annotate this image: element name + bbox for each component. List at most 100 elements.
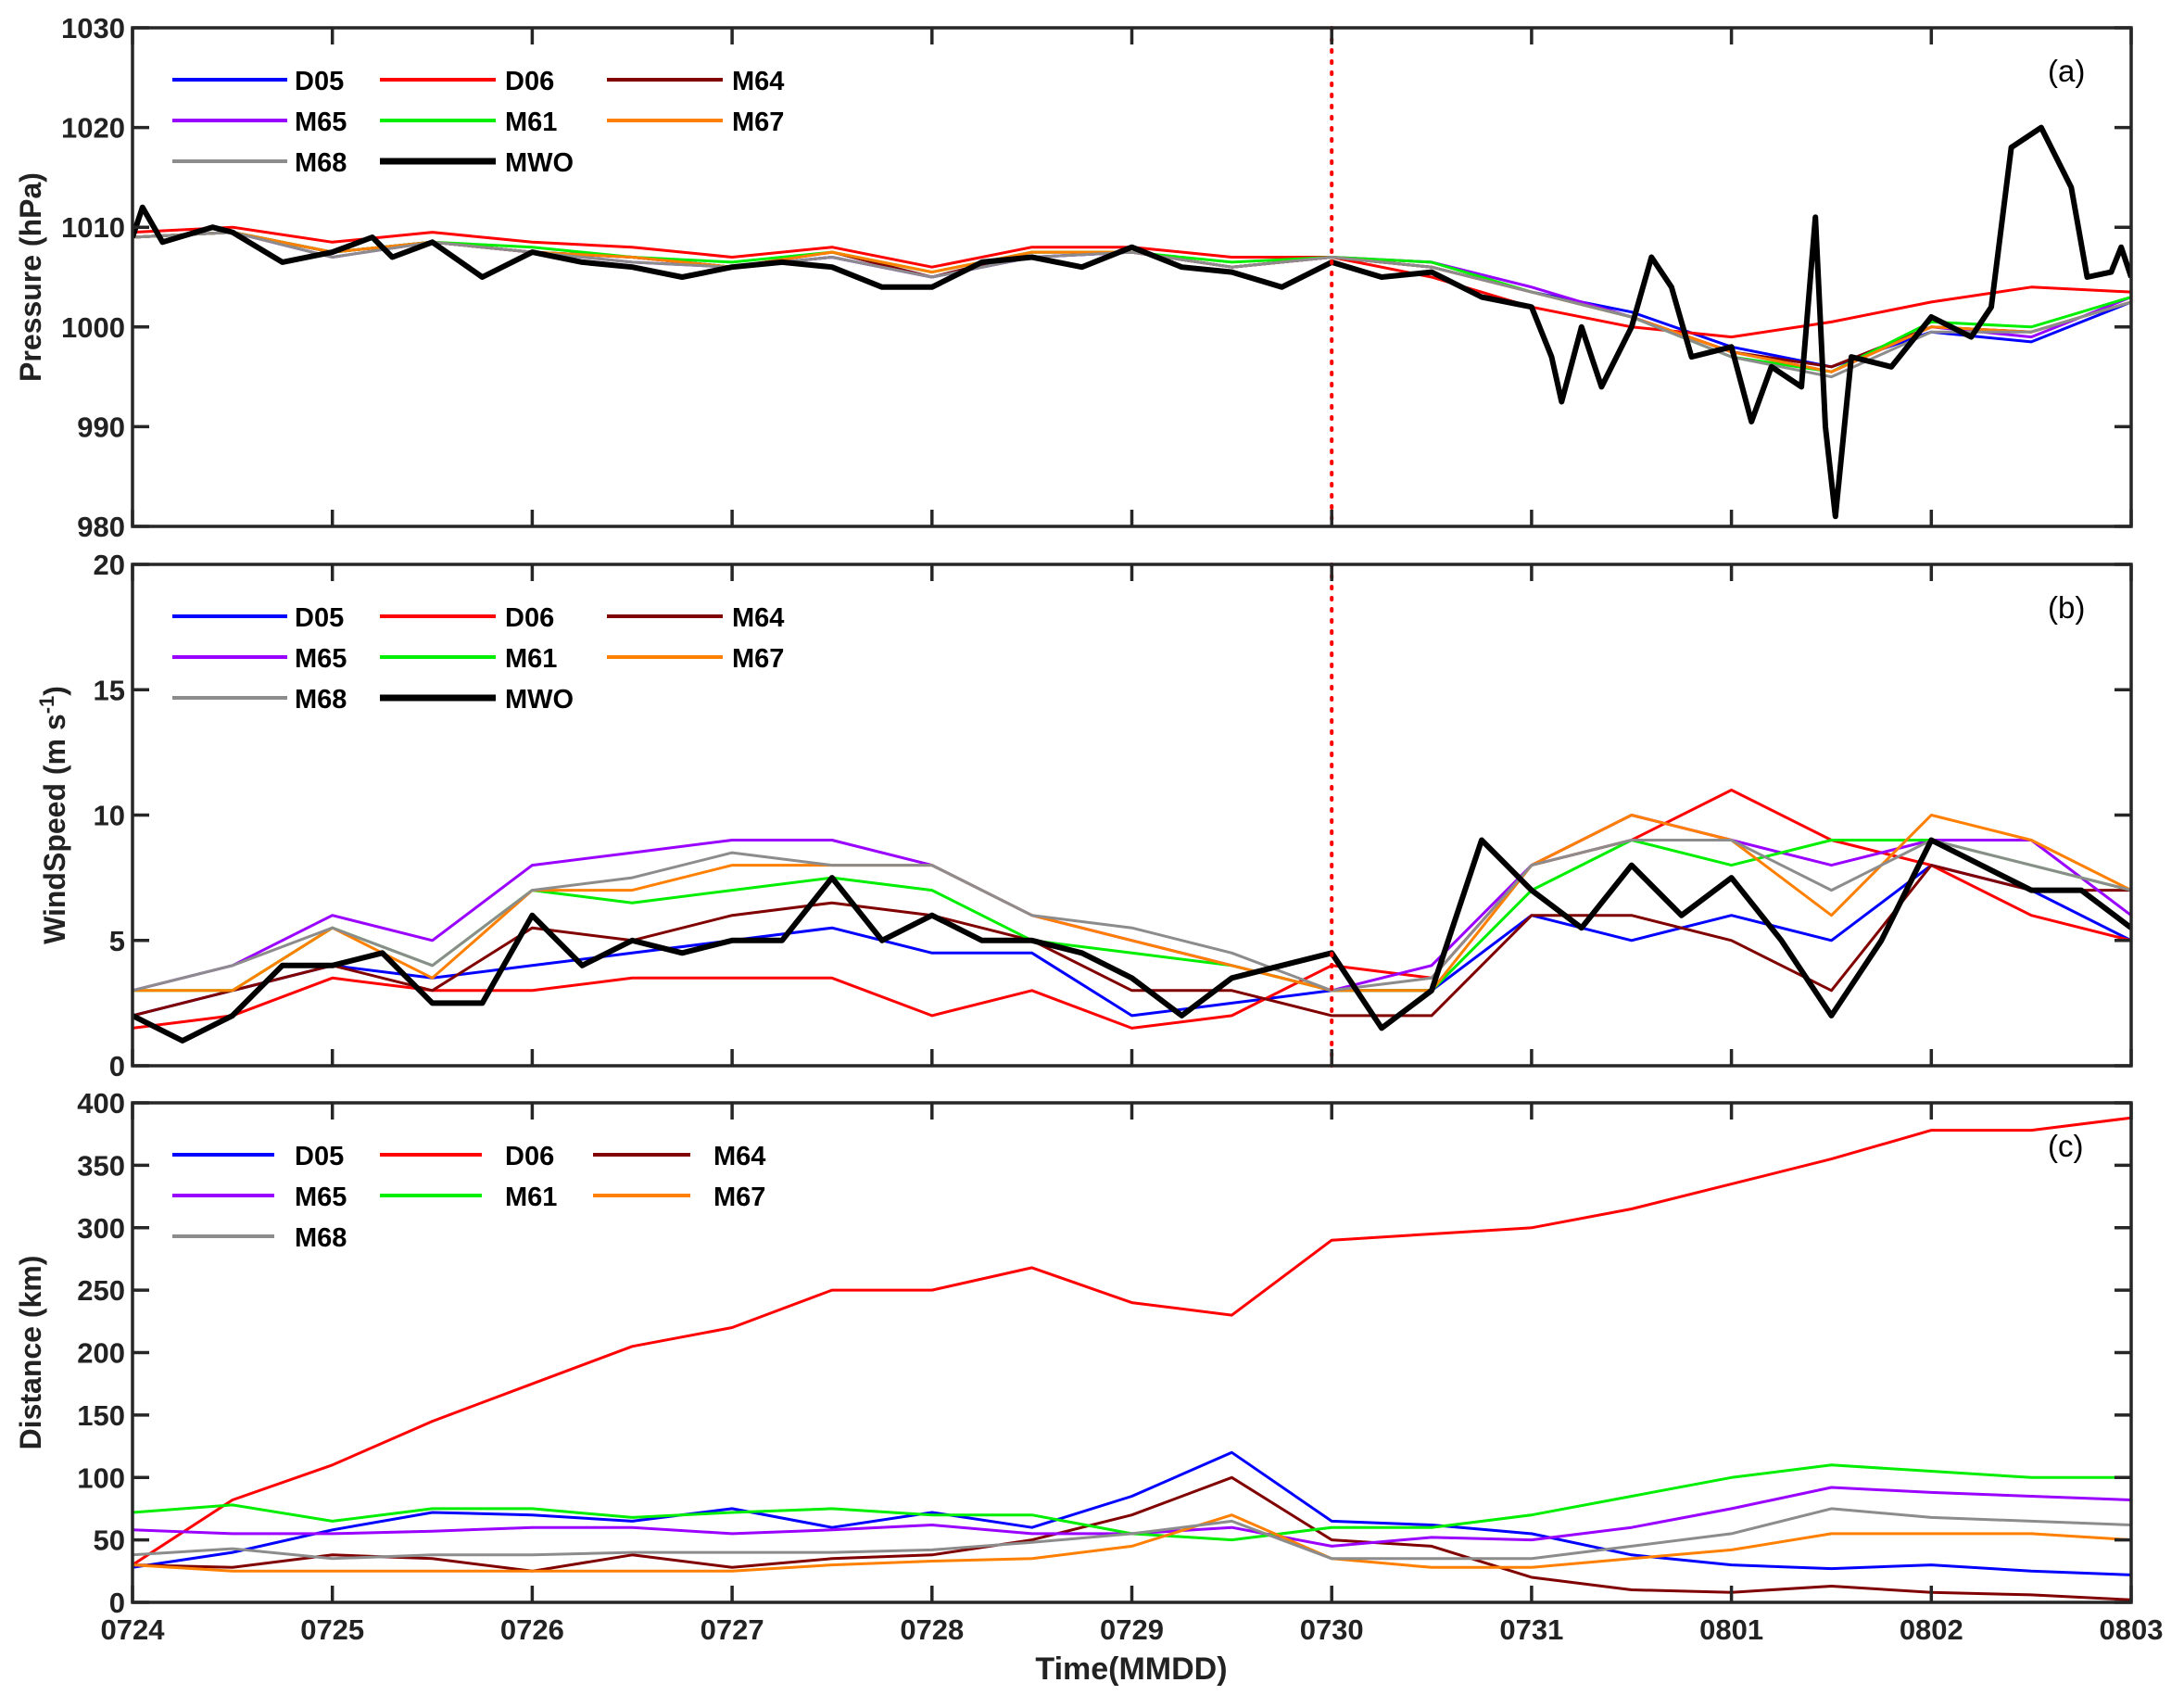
x-tick-label: 0727	[701, 1613, 764, 1646]
y-tick-label: 20	[94, 549, 125, 581]
y-tick-label: 0	[109, 1050, 125, 1082]
series-line-m61	[133, 1463, 2131, 1542]
x-tick-label: 0724	[101, 1613, 166, 1646]
y-tick-label: 980	[77, 511, 125, 543]
legend-item-d06: D06	[380, 67, 554, 96]
legend-item-d06: D06	[380, 1142, 554, 1171]
series-line-d05	[133, 1450, 2131, 1576]
series-line-m67	[133, 814, 2131, 993]
legend-item-mwo: MWO	[380, 148, 574, 178]
legend-label: M68	[295, 1223, 347, 1253]
x-tick-label: 0729	[1100, 1613, 1164, 1646]
x-tick-label: 0728	[900, 1613, 964, 1646]
y-tick-label: 1030	[61, 12, 125, 44]
legend-label: M67	[732, 108, 784, 137]
legend-item-mwo: MWO	[380, 685, 574, 715]
legend-label: MWO	[505, 685, 574, 715]
y-tick-label: 50	[94, 1525, 125, 1557]
y-tick-label: 200	[77, 1337, 125, 1370]
y-tick-label: 10	[94, 800, 125, 832]
legend-label: M61	[505, 108, 557, 137]
legend-item-m67: M67	[593, 1183, 765, 1212]
series-line-m68	[133, 231, 2131, 379]
panel-label: (a)	[2048, 54, 2085, 88]
y-tick-label: 250	[77, 1274, 125, 1307]
legend-item-m64: M64	[593, 1142, 765, 1171]
y-tick-label: 0	[109, 1587, 125, 1619]
legend-label: D05	[295, 1142, 344, 1171]
series-line-d06	[133, 789, 2131, 1030]
legend-label: D05	[295, 603, 344, 633]
legend-item-d05: D05	[172, 603, 344, 633]
axes-frame	[131, 26, 2133, 528]
y-tick-label: 15	[94, 674, 125, 706]
y-tick-label: 1000	[61, 311, 125, 344]
legend-item-d06: D06	[380, 603, 554, 633]
y-tick-label: 400	[77, 1087, 125, 1120]
legend-label: D05	[295, 67, 344, 96]
x-tick-label: 0802	[1900, 1613, 1963, 1646]
legend-label: D06	[505, 67, 554, 96]
panel-b: 0 5 10 15 20 WindSpeed (m s-1) (b) D05 D06 M64 M65…	[35, 549, 2133, 1082]
series-line-mwo	[133, 837, 2131, 1044]
legend-label: M61	[505, 1183, 557, 1212]
series-group	[133, 1116, 2131, 1601]
legend-label: M65	[295, 108, 347, 137]
x-tick-label: 0801	[1699, 1613, 1763, 1646]
legend: D05 D06 M64 M65 M61 M67 M68 MWO	[172, 603, 784, 715]
y-tick-label: 5	[109, 925, 125, 957]
series-line-d06	[133, 1116, 2131, 1566]
panel-label: (b)	[2048, 590, 2085, 625]
y-tick-label: 150	[77, 1399, 125, 1432]
legend-item-m68: M68	[172, 685, 347, 715]
series-line-d05	[133, 864, 2131, 1018]
series-group	[133, 789, 2131, 1044]
legend-label: M68	[295, 685, 347, 715]
legend-item-m64: M64	[607, 603, 784, 633]
y-axis-label: WindSpeed (m s-1)	[35, 686, 71, 944]
legend-item-d05: D05	[172, 67, 344, 96]
x-tick-label: 0731	[1499, 1613, 1563, 1646]
legend: D05 D06 M64 M65 M61 M67 M68 MWO	[172, 67, 784, 178]
series-group	[133, 124, 2131, 520]
series-line-m67	[133, 1513, 2131, 1573]
legend-label: M64	[713, 1142, 765, 1171]
x-tick-label: 0725	[300, 1613, 364, 1646]
x-tick-label: 0730	[1300, 1613, 1364, 1646]
legend-label: M61	[505, 644, 557, 674]
legend-item-m65: M65	[172, 1183, 347, 1212]
series-line-m64	[133, 1475, 2131, 1601]
y-tick-label: 100	[77, 1461, 125, 1494]
legend-label: M64	[732, 67, 784, 96]
legend-item-m67: M67	[607, 644, 784, 674]
y-axis-label: Distance (km)	[14, 1256, 47, 1450]
series-line-m68	[133, 1507, 2131, 1561]
x-axis-label: Time(MMDD)	[1035, 1651, 1227, 1687]
legend-label: M64	[732, 603, 784, 633]
y-tick-label: 350	[77, 1149, 125, 1182]
legend-label: M67	[732, 644, 784, 674]
legend-label: D06	[505, 603, 554, 633]
y-tick-label: 300	[77, 1212, 125, 1245]
legend-label: D06	[505, 1142, 554, 1171]
legend-item-m67: M67	[607, 108, 784, 137]
legend-item-m68: M68	[172, 148, 347, 178]
y-tick-label: 1010	[61, 211, 125, 244]
legend-item-m65: M65	[172, 108, 347, 137]
legend-item-m61: M61	[380, 1183, 557, 1212]
axes-frame	[131, 1101, 2133, 1604]
y-axis-label: Pressure (hPa)	[14, 172, 47, 382]
series-line-m68	[133, 839, 2131, 993]
legend: D05 D06 M64 M65 M61 M67 M68	[172, 1142, 765, 1253]
legend-item-m61: M61	[380, 644, 557, 674]
legend-item-d05: D05	[172, 1142, 344, 1171]
legend-item-m64: M64	[607, 67, 784, 96]
series-line-mwo	[133, 124, 2131, 520]
legend-item-m65: M65	[172, 644, 347, 674]
panel-label: (c)	[2048, 1129, 2083, 1163]
legend-item-m61: M61	[380, 108, 557, 137]
x-tick-label: 0726	[500, 1613, 564, 1646]
y-tick-label: 1020	[61, 112, 125, 145]
legend-label: M68	[295, 148, 347, 178]
series-line-m64	[133, 864, 2131, 1018]
